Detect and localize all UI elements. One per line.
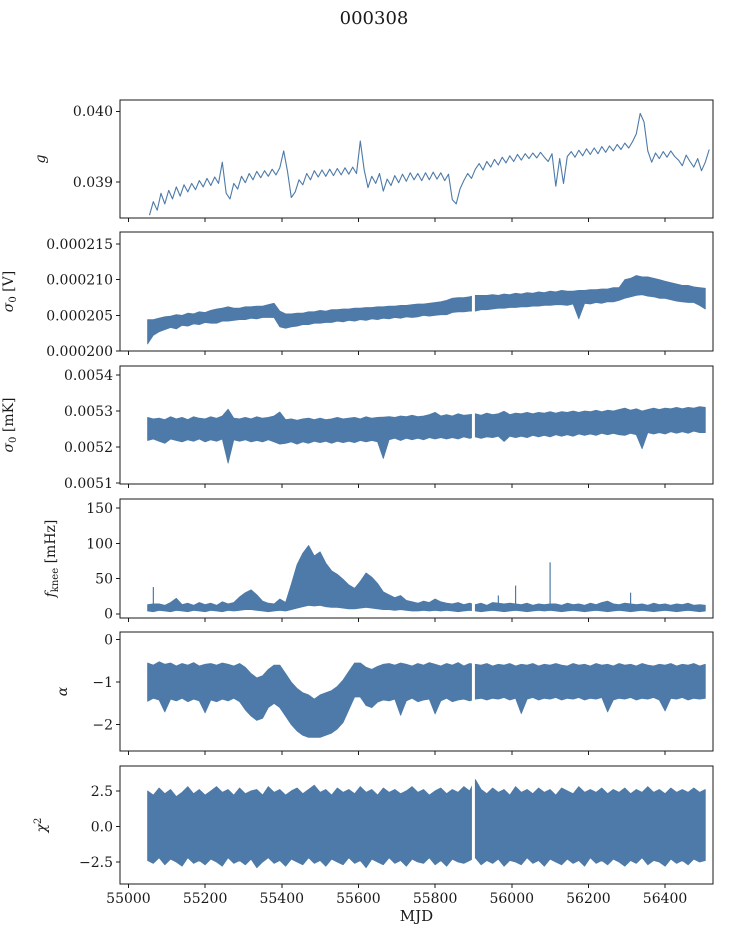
x-tick-label: 56000 xyxy=(489,891,534,907)
alpha-data-gap xyxy=(471,633,475,750)
panel-alpha: 0 −1 −2 α xyxy=(55,631,714,755)
y-tick-label: 0.0052 xyxy=(64,440,113,456)
y-tick-label: 0.0054 xyxy=(64,368,113,384)
y-tick-label: 150 xyxy=(86,501,113,517)
y-tick-label: 0.0 xyxy=(91,819,113,835)
sigma0_mK-spine-box xyxy=(119,365,714,485)
y-axis-label-f_knee: fknee [mHz] xyxy=(43,520,61,599)
panel-sigma0_mK: 0.0054 0.0053 0.0052 0.0051 σ0 [mK] xyxy=(1,365,714,492)
y-tick-label: 0.040 xyxy=(73,104,113,120)
x-tick-label: 56400 xyxy=(643,891,688,907)
panel-sigma0_V: 0.000215 0.000210 0.000205 0.000200 σ0 [V] xyxy=(1,231,714,360)
y-axis-label-alpha: α xyxy=(55,686,71,696)
x-tick-label: 55800 xyxy=(413,891,458,907)
g-spine-box xyxy=(119,99,714,219)
sigma0_V-spine-box xyxy=(119,231,714,352)
f_knee-data-gap xyxy=(471,500,475,617)
y-tick-label: −2.5 xyxy=(79,855,113,871)
y-tick-label: 0.0053 xyxy=(64,404,113,420)
y-axis-label-sigma0_mK: σ0 [mK] xyxy=(1,397,19,452)
y-tick-label: 100 xyxy=(86,536,113,552)
y-tick-label: 50 xyxy=(95,571,113,587)
panel-f_knee: 150 100 50 0 fknee [mHz] xyxy=(43,498,714,623)
y-tick-label: 0.000205 xyxy=(46,308,113,324)
panel-g: 0.040 0.039 g xyxy=(33,99,714,222)
g-series-line xyxy=(148,112,710,216)
y-tick-label: 2.5 xyxy=(91,784,113,800)
x-axis-label: MJD xyxy=(399,907,434,925)
y-axis-label-chi2: χ2 xyxy=(33,818,50,834)
chi2-series-band xyxy=(147,779,706,869)
x-tick-label: 55200 xyxy=(183,891,228,907)
alpha-series-band xyxy=(147,661,706,738)
chi2-spine-box xyxy=(119,765,714,885)
chi2-data-gap xyxy=(471,767,475,883)
y-tick-label: 0 xyxy=(104,607,113,623)
y-tick-label: 0.039 xyxy=(73,175,113,191)
y-tick-label: −1 xyxy=(92,675,113,691)
sigma0_mK-data-gap xyxy=(471,367,475,483)
x-tick-label: 55400 xyxy=(259,891,304,907)
sigma0_V-series-band xyxy=(147,275,706,345)
sigma0_mK-series-band xyxy=(147,406,706,464)
alpha-spine-box xyxy=(119,631,714,752)
f_knee-series-band xyxy=(147,545,706,613)
x-tick-label: 55600 xyxy=(336,891,381,907)
figure-title: 000308 xyxy=(339,8,409,29)
y-tick-label: 0.000215 xyxy=(46,237,113,253)
y-axis-label-sigma0_V: σ0 [V] xyxy=(1,271,19,312)
y-tick-label: 0.000200 xyxy=(46,344,113,360)
y-tick-label: 0.000210 xyxy=(46,273,113,289)
f_knee-spine-box xyxy=(119,498,714,619)
y-tick-label: −2 xyxy=(92,718,113,734)
y-tick-label: 0.0051 xyxy=(64,476,113,492)
x-tick-label: 56200 xyxy=(566,891,611,907)
y-tick-label: 0 xyxy=(104,633,113,649)
sigma0_V-data-gap xyxy=(471,233,475,350)
y-axis-label-g: g xyxy=(33,154,49,163)
x-tick-label: 55000 xyxy=(106,891,151,907)
panel-chi2: 55000 55200 55400 55600 55800 56000 56200 56400… xyxy=(33,765,714,907)
